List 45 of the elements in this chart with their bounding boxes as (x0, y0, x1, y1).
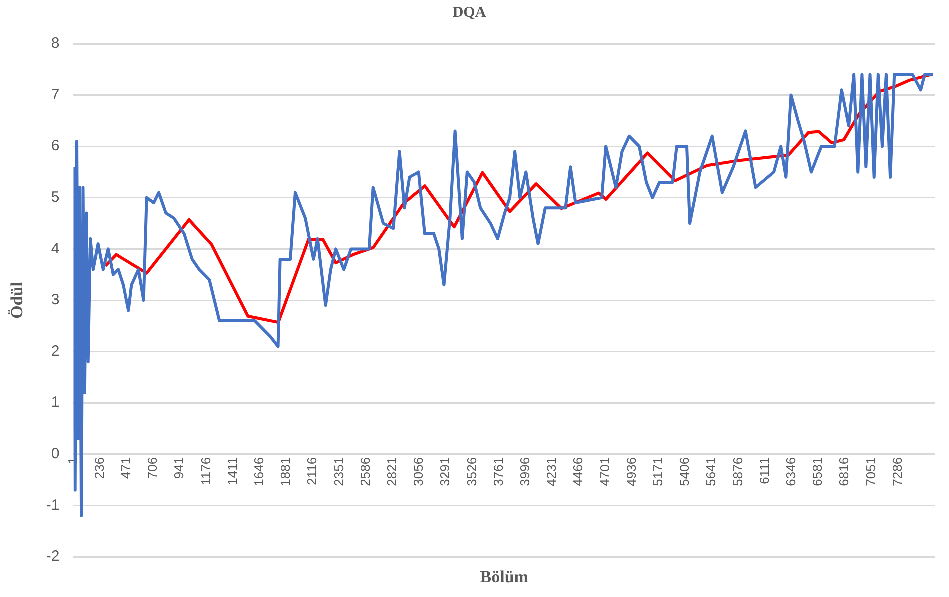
x-tick-label: 2586 (358, 457, 373, 486)
x-tick-label: 4231 (544, 457, 560, 486)
chart-title: DQA (452, 4, 486, 21)
y-tick-label: 6 (51, 138, 60, 155)
x-tick-label: 6816 (836, 457, 852, 486)
x-tick-label: 1881 (278, 457, 294, 486)
y-tick-label: 3 (51, 292, 60, 309)
y-tick-label: 4 (51, 240, 60, 258)
x-tick-label: 3056 (411, 457, 426, 486)
x-tick-label: 3526 (464, 457, 480, 486)
x-tick-label: 3761 (490, 457, 506, 486)
x-tick-label: 7051 (863, 457, 878, 486)
x-tick-label: 1176 (198, 457, 214, 486)
x-tick-label: 2351 (331, 457, 346, 486)
x-tick-label: 6581 (810, 457, 826, 486)
y-tick-label: 0 (51, 446, 60, 463)
x-tick-label: 5406 (677, 457, 692, 486)
x-tick-label: 3996 (518, 457, 533, 486)
x-tick-label: 4936 (624, 457, 639, 486)
x-tick-label: 1411 (224, 457, 240, 486)
y-tick-label: 1 (51, 394, 60, 412)
y-tick-label: 8 (51, 35, 60, 52)
y-tick-label: 7 (51, 86, 60, 104)
y-tick-label: -2 (46, 548, 60, 566)
x-tick-label: 5171 (650, 457, 666, 486)
x-tick-label: 4701 (597, 457, 612, 486)
x-tick-label: 6111 (756, 457, 772, 484)
x-tick-label: 3291 (438, 457, 453, 486)
x-tick-label: 471 (118, 457, 134, 480)
x-tick-label: 5876 (730, 457, 746, 486)
x-axis-title: Bölüm (480, 567, 528, 586)
x-tick-label: 7286 (890, 457, 905, 486)
x-tick-label: 941 (172, 457, 187, 480)
y-tick-label: 5 (51, 189, 60, 206)
x-tick-label: 2116 (304, 457, 320, 486)
x-tick-label: 6346 (784, 457, 799, 486)
x-tick-label: 4466 (570, 457, 586, 486)
y-tick-label: -1 (46, 496, 60, 514)
x-tick-label: 2821 (384, 457, 400, 486)
x-tick-label: 236 (92, 457, 107, 480)
x-tick-label: 706 (145, 457, 160, 480)
x-tick-label: 5641 (704, 457, 719, 486)
y-axis-title: Ödül (8, 282, 27, 319)
x-tick-label: 1646 (252, 457, 267, 486)
y-tick-label: 2 (51, 342, 60, 360)
